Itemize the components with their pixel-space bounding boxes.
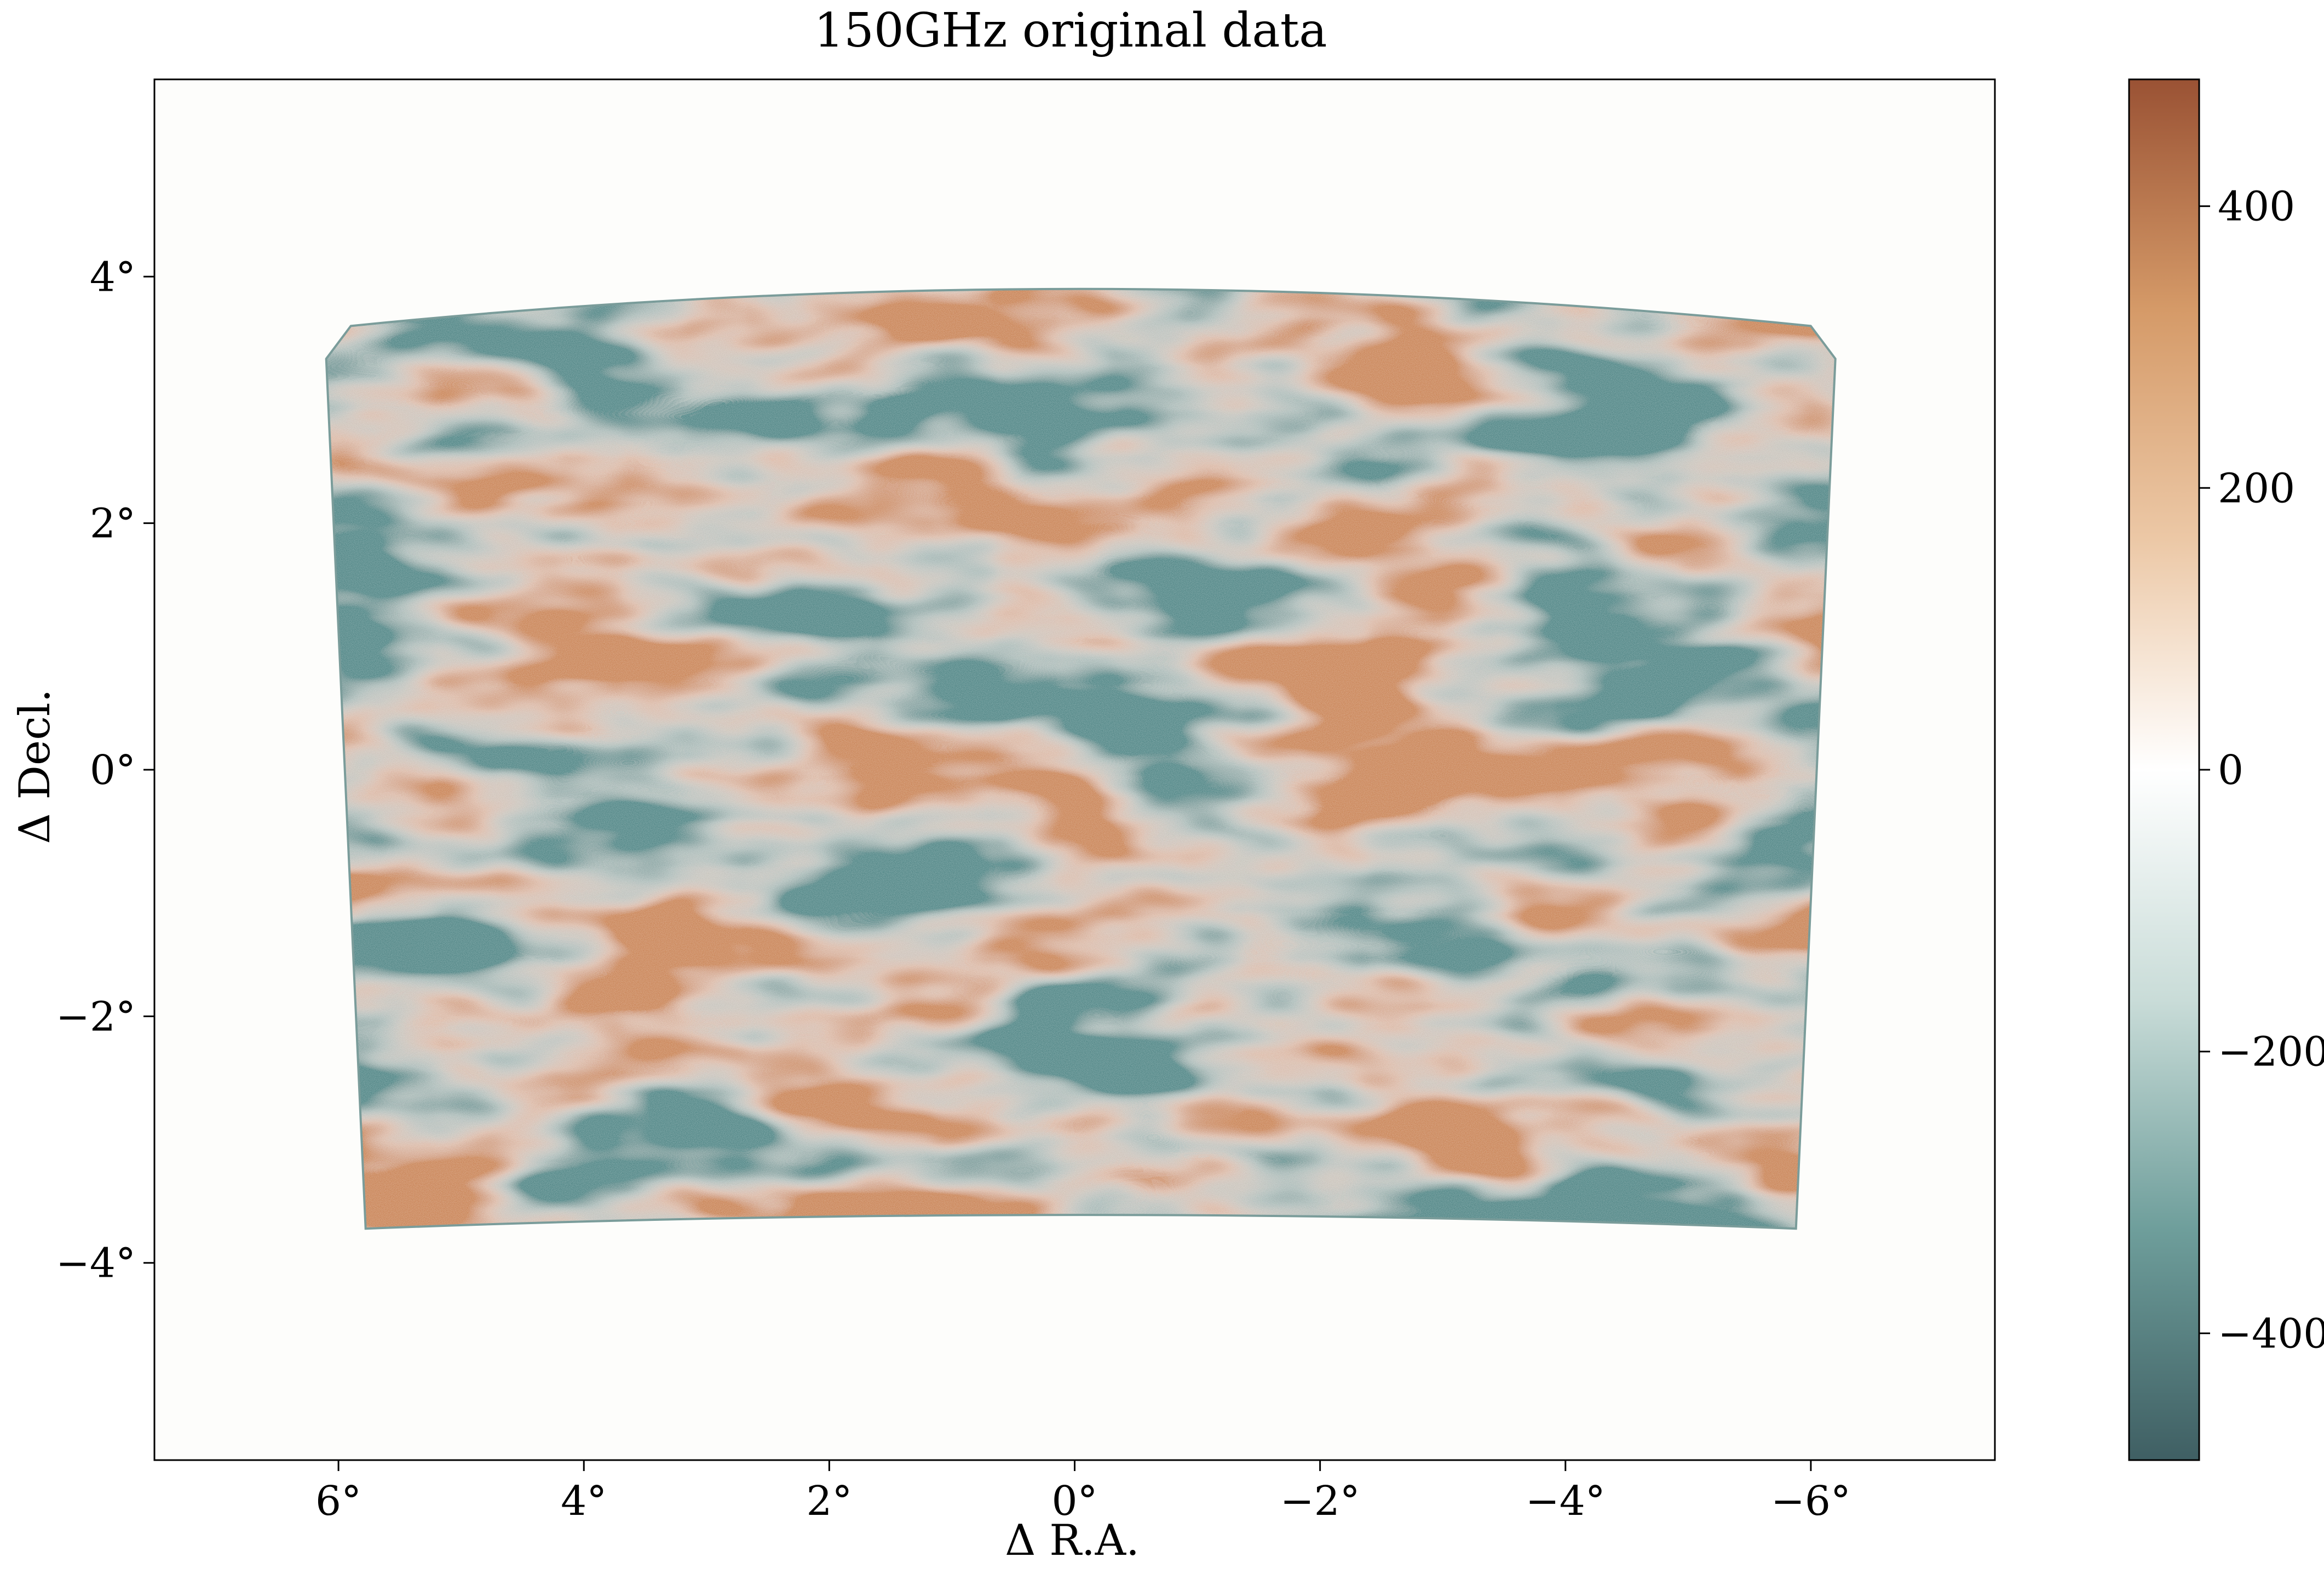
x-tick-label-4: −2° (1280, 1478, 1360, 1525)
colorbar-tick-label-3: −200 (2218, 1029, 2324, 1076)
x-tick-label-6: −6° (1771, 1478, 1851, 1525)
map-field-edge (325, 287, 1837, 1230)
x-tick-label-0: 6° (315, 1478, 361, 1525)
y-tick-label-2: 0° (90, 747, 136, 794)
x-axis-ticks: 6° 4° 2° 0° −2° −4° −6° (315, 1460, 1851, 1525)
x-axis-label: Δ R.A. (1005, 1516, 1140, 1565)
x-tick-label-5: −4° (1526, 1478, 1606, 1525)
colorbar-tick-label-0: 400 (2218, 183, 2295, 230)
x-tick-label-2: 2° (806, 1478, 852, 1525)
colorbar-tick-label-1: 200 (2218, 465, 2295, 512)
y-tick-label-3: −2° (56, 993, 136, 1040)
y-tick-label-0: 4° (90, 253, 136, 301)
y-tick-label-1: 2° (90, 500, 136, 547)
colorbar-tick-label-2: 0 (2218, 747, 2244, 794)
y-axis-ticks: 4° 2° 0° −2° −4° (56, 253, 154, 1287)
colorbar: 400 200 0 −200 −400 (2128, 78, 2324, 1461)
chart-title: 150GHz original data (814, 3, 1327, 58)
colorbar-gradient (2129, 79, 2199, 1460)
x-tick-label-1: 4° (561, 1478, 607, 1525)
map-field (326, 289, 1836, 1229)
y-axis-label: Δ Decl. (10, 689, 60, 844)
y-tick-label-4: −4° (56, 1240, 136, 1287)
plot-area: 6° 4° 2° 0° −2° −4° −6° 4° 2° 0° −2° −4° (56, 78, 1996, 1525)
colorbar-tick-label-4: −400 (2218, 1310, 2324, 1357)
colorbar-ticks: 400 200 0 −200 −400 (2199, 183, 2324, 1357)
x-tick-label-3: 0° (1051, 1478, 1097, 1525)
map-field-grain (326, 289, 1836, 1229)
